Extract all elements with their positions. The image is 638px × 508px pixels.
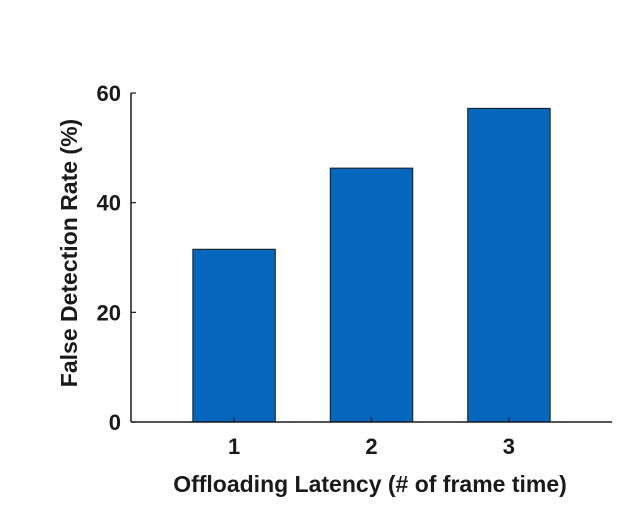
x-ticks-group: 1 2 3 xyxy=(228,417,515,459)
y-ticks-group: 0 20 40 60 xyxy=(97,81,136,435)
y-tick-label: 0 xyxy=(109,410,121,435)
bars-group xyxy=(192,107,551,423)
x-axis-title: Offloading Latency (# of frame time) xyxy=(173,471,567,497)
x-tick-label: 3 xyxy=(503,434,515,459)
y-tick-label: 40 xyxy=(97,191,121,216)
bar-1 xyxy=(192,248,276,423)
y-tick-label: 60 xyxy=(97,81,121,106)
y-axis-title: False Detection Rate (%) xyxy=(56,119,82,387)
y-tick-label: 20 xyxy=(97,300,121,325)
bar-2 xyxy=(329,167,414,423)
x-tick-label: 2 xyxy=(365,434,377,459)
x-tick-label: 1 xyxy=(228,434,240,459)
bar-3 xyxy=(467,107,551,423)
